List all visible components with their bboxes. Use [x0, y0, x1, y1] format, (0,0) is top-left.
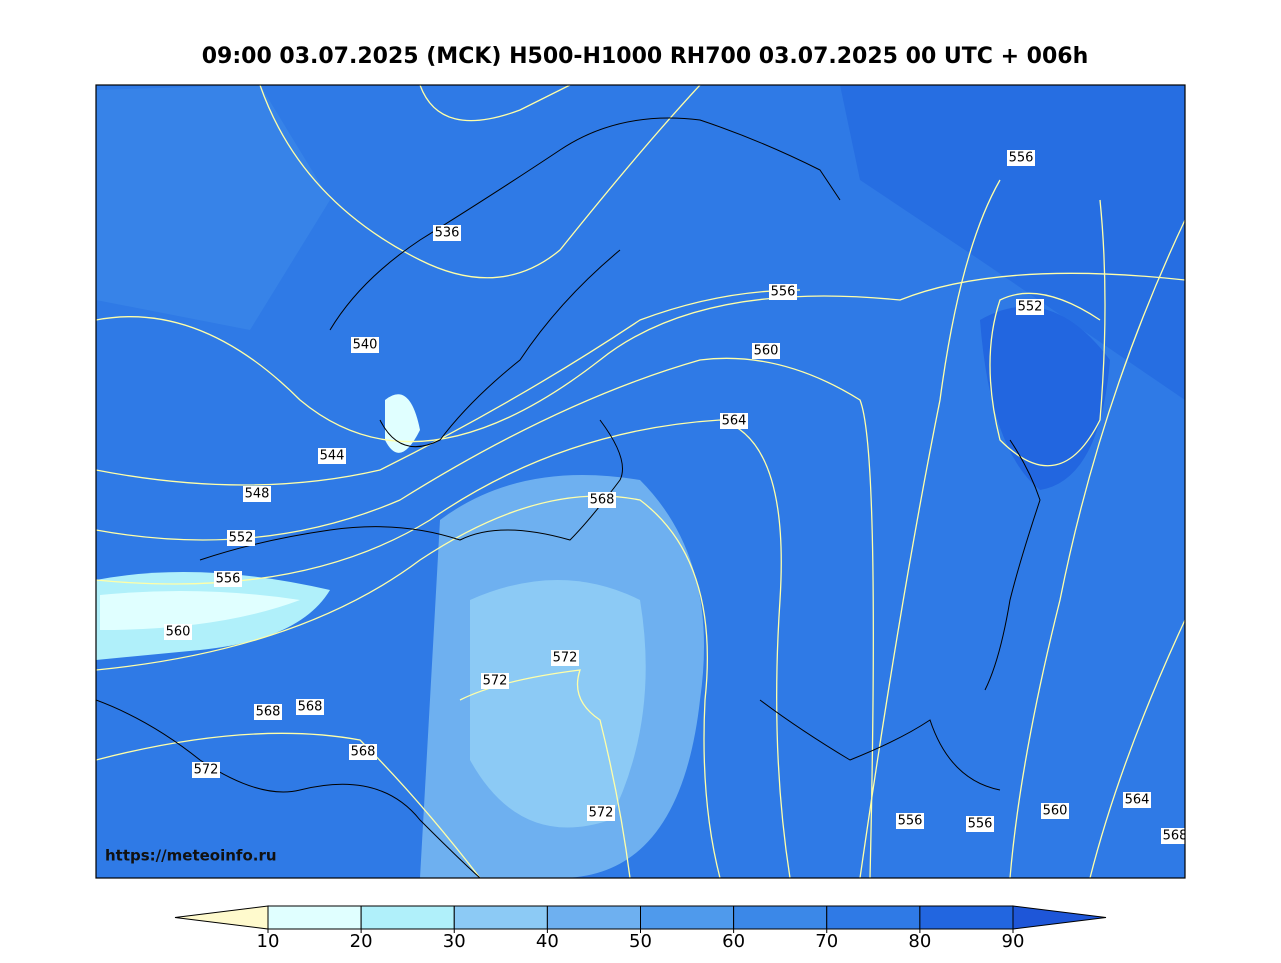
contour-label-box: [214, 571, 242, 587]
contour-label-box: [481, 673, 509, 689]
contour-line: [96, 495, 721, 878]
contour-line: [96, 272, 1185, 443]
contour-label-box: [1007, 150, 1035, 166]
humidity-area: [840, 85, 1185, 400]
contour-label: 556: [771, 285, 796, 300]
colorbar-tick-label: 10: [257, 931, 280, 952]
colorbar-over: [1012, 905, 1107, 930]
contour-line: [1089, 619, 1185, 878]
contour-label: 568: [351, 745, 376, 760]
contour-label-box: [896, 813, 924, 829]
contour-label: 556: [1009, 151, 1034, 166]
colorbar-tick-label: 80: [908, 931, 931, 952]
contour-line: [989, 199, 1106, 467]
colorbar-under: [174, 905, 269, 930]
contour-label: 540: [353, 338, 378, 353]
contour-line: [96, 419, 791, 878]
contour-line: [1009, 219, 1185, 878]
colorbar-band: [919, 905, 1014, 930]
contour-label-box: [752, 343, 780, 359]
contour-label: 548: [245, 487, 270, 502]
colorbar-tick-label: 70: [815, 931, 838, 952]
colorbar-band: [640, 905, 735, 930]
contour-label-box: [351, 337, 379, 353]
contour-line: [96, 732, 481, 878]
contour-label: 572: [553, 651, 578, 666]
map-area: 556 536 556 552 540 560 564 544 548 568 552 556 560 5…: [96, 85, 1188, 878]
colorbar-tick-label: 40: [536, 931, 559, 952]
contour-label-box: [966, 816, 994, 832]
source-url: https://meteoinfo.ru: [105, 847, 277, 865]
colorbar-band: [453, 905, 548, 930]
colorbar-band: [360, 905, 455, 930]
map-frame: [95, 84, 1186, 879]
contour-label-box: [164, 624, 192, 640]
contour-label-box: [254, 704, 282, 720]
contour-label: 544: [320, 449, 345, 464]
contour-label-box: [588, 492, 616, 508]
contour-label: 556: [898, 814, 923, 829]
contour-label: 568: [298, 700, 323, 715]
colorbar-tick-label: 30: [443, 931, 466, 952]
contour-label-box: [1016, 299, 1044, 315]
contour-label-box: [769, 284, 797, 300]
contour-label: 560: [754, 344, 779, 359]
contour-label-box: [433, 225, 461, 241]
contour-label: 568: [1163, 829, 1188, 844]
contour-label: 572: [194, 763, 219, 778]
contour-line: [419, 85, 571, 122]
contour-label: 572: [589, 806, 614, 821]
colorbar-tick-label: 90: [1002, 931, 1025, 952]
contour-label-box: [551, 650, 579, 666]
colorbar-band: [267, 905, 362, 930]
contour-label: 552: [1018, 300, 1043, 315]
contour-label-box: [318, 448, 346, 464]
colorbar-band: [546, 905, 641, 930]
contour-label: 568: [256, 705, 281, 720]
contour-label: 560: [166, 625, 191, 640]
colorbar: 10 20 30 40 50 60 70 80 90: [174, 905, 1107, 952]
coastlines: [96, 117, 1041, 878]
contour-label-box: [349, 744, 377, 760]
contour-label-box: [1123, 792, 1151, 808]
humidity-area: [470, 580, 646, 828]
contour-label: 564: [1125, 793, 1150, 808]
contour-label: 536: [435, 226, 460, 241]
contour-lines: [96, 85, 1185, 878]
contour-label-box: [1161, 828, 1185, 844]
contour-line: [96, 289, 801, 486]
contour-label-box: [720, 413, 748, 429]
contour-label-box: [243, 486, 271, 502]
contour-label: 572: [483, 674, 508, 689]
contour-label: 568: [590, 493, 615, 508]
contour-label: 556: [216, 572, 241, 587]
contour-label: 564: [722, 414, 747, 429]
contour-label-box: [192, 762, 220, 778]
contour-line: [859, 179, 1001, 878]
map-title: 09:00 03.07.2025 (MCK) H500-H1000 RH700 …: [202, 44, 1089, 69]
humidity-area: [100, 591, 300, 630]
colorbar-tick-label: 50: [629, 931, 652, 952]
contour-labels: 556 536 556 552 540 560 564 544 548 568 552 556 560 5…: [164, 150, 1188, 844]
contour-line: [96, 357, 874, 878]
colorbar-band: [826, 905, 921, 930]
colorbar-tick-label: 20: [350, 931, 373, 952]
contour-label-box: [587, 805, 615, 821]
contour-label-box: [296, 699, 324, 715]
contour-label: 560: [1043, 804, 1068, 819]
contour-line: [259, 85, 701, 279]
contour-label-box: [227, 530, 255, 546]
contour-label-box: [1041, 803, 1069, 819]
humidity-area: [96, 85, 330, 330]
colorbar-band: [733, 905, 828, 930]
contour-label: 552: [229, 531, 254, 546]
contour-label: 556: [968, 817, 993, 832]
colorbar-tick-label: 60: [722, 931, 745, 952]
